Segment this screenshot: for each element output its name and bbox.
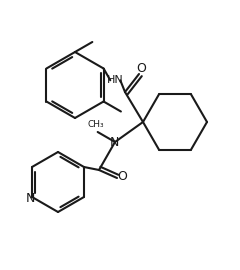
Text: N: N (109, 136, 119, 148)
Text: CH₃: CH₃ (87, 120, 104, 129)
Text: O: O (136, 62, 146, 76)
Text: O: O (117, 170, 127, 183)
Text: N: N (25, 191, 35, 204)
Text: HN: HN (107, 75, 124, 85)
